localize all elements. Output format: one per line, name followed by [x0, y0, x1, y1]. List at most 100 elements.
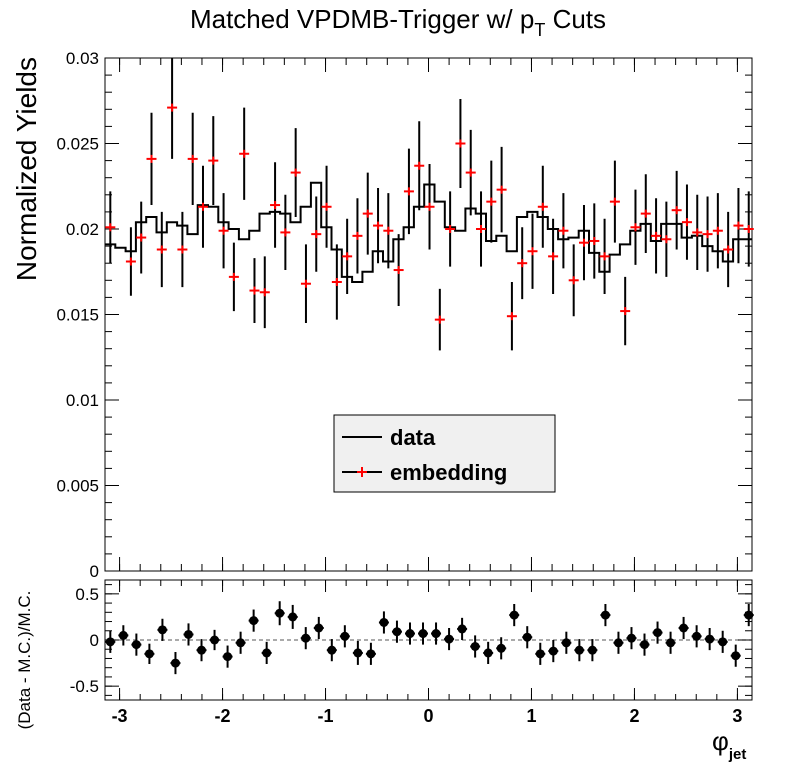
ratio-point — [587, 639, 598, 662]
embedding-point — [506, 282, 517, 351]
embedding-point — [352, 198, 363, 274]
ratio-marker — [731, 651, 741, 661]
ratio-point — [261, 641, 272, 664]
ratio-point — [391, 620, 402, 643]
x-tick-label: -3 — [112, 706, 128, 726]
ratio-marker — [470, 641, 480, 651]
x-tick-label: 0 — [423, 706, 433, 726]
ratio-marker — [705, 634, 715, 644]
ratio-point — [522, 626, 533, 649]
x-tick-label: 3 — [732, 706, 742, 726]
ratio-point — [378, 611, 389, 634]
ratio-point — [665, 631, 676, 654]
embedding-point — [455, 99, 466, 188]
ratio-point — [431, 622, 442, 645]
ratio-marker — [640, 640, 650, 650]
embedding-point — [208, 116, 219, 206]
ratio-marker — [496, 643, 506, 653]
ratio-point — [730, 644, 741, 667]
ratio-marker — [301, 633, 311, 643]
ratio-point — [600, 604, 611, 627]
x-axis-label: φjet — [712, 726, 746, 763]
ratio-marker — [327, 645, 337, 655]
ratio-marker — [170, 658, 180, 668]
ratio-marker — [431, 629, 441, 639]
main-y-tick-label: 0.03 — [66, 49, 99, 68]
embedding-point — [527, 213, 538, 289]
ratio-marker — [366, 649, 376, 659]
ratio-marker — [210, 635, 220, 645]
ratio-point — [626, 627, 637, 650]
ratio-marker — [626, 633, 636, 643]
legend-box — [333, 414, 556, 493]
ratio-marker — [236, 638, 246, 648]
embedding-point — [630, 189, 641, 265]
embedding-point — [136, 201, 147, 274]
embedding-point — [218, 193, 229, 269]
ratio-point — [352, 640, 363, 665]
ratio-marker — [600, 610, 610, 620]
embedding-point — [187, 112, 198, 206]
embedding-point — [311, 196, 322, 272]
ratio-point — [144, 643, 155, 664]
ratio-point — [509, 604, 520, 627]
embedding-point — [434, 288, 445, 351]
embedding-point — [146, 112, 157, 206]
embedding-point — [280, 194, 291, 271]
embedding-point — [651, 198, 662, 274]
ratio-marker — [262, 648, 272, 658]
ratio-marker — [183, 629, 193, 639]
ratio-marker — [405, 629, 415, 639]
embedding-point — [578, 205, 589, 281]
embedding-point — [259, 256, 270, 329]
ratio-point — [404, 622, 415, 645]
embedding-point — [743, 191, 754, 267]
ratio-point — [183, 623, 194, 646]
embedding-point — [496, 146, 507, 233]
ratio-marker — [653, 628, 663, 638]
ratio-points — [105, 601, 754, 675]
ratio-marker — [522, 632, 532, 642]
ratio-y-tick-labels: -0.5 0 0.5 — [70, 585, 99, 696]
embedding-point — [558, 193, 569, 269]
embedding-point — [167, 58, 178, 159]
ratio-point — [170, 652, 181, 675]
embedding-points — [105, 58, 754, 351]
embedding-point — [445, 191, 456, 267]
main-y-tick-label: 0.005 — [56, 477, 99, 496]
ratio-marker — [249, 616, 259, 626]
embedding-point — [712, 193, 723, 269]
ratio-point — [470, 635, 481, 658]
ratio-point — [704, 628, 715, 651]
ratio-marker — [692, 631, 702, 641]
ratio-y-tick-label: -0.5 — [70, 677, 99, 696]
ratio-marker — [223, 652, 233, 662]
embedding-point — [640, 174, 651, 253]
embedding-point — [321, 165, 332, 248]
ratio-point — [196, 639, 207, 662]
embedding-point — [342, 218, 353, 294]
main-plot-frame — [104, 57, 753, 572]
embedding-point — [476, 191, 487, 267]
embedding-point — [300, 244, 311, 324]
embedding-point — [239, 107, 250, 200]
ratio-marker — [197, 645, 207, 655]
ratio-marker — [666, 638, 676, 648]
embedding-point — [125, 227, 136, 296]
main-y-tick-label: 0.025 — [56, 135, 99, 154]
embedding-point — [270, 162, 281, 248]
ratio-marker — [587, 645, 597, 655]
legend-embedding-label: embedding — [390, 460, 507, 485]
ratio-point — [235, 631, 246, 654]
ratio-y-tick-label: 0.5 — [75, 585, 99, 604]
ratio-point — [274, 601, 285, 626]
ratio-point — [678, 616, 689, 640]
embedding-point — [403, 148, 414, 235]
ratio-marker — [392, 627, 402, 637]
ratio-marker — [340, 631, 350, 641]
ratio-point — [548, 640, 559, 663]
embedding-point — [671, 170, 682, 250]
ratio-marker — [718, 637, 728, 647]
ratio-y-axis-label: (Data - M.C.)/M.C. — [15, 591, 34, 730]
